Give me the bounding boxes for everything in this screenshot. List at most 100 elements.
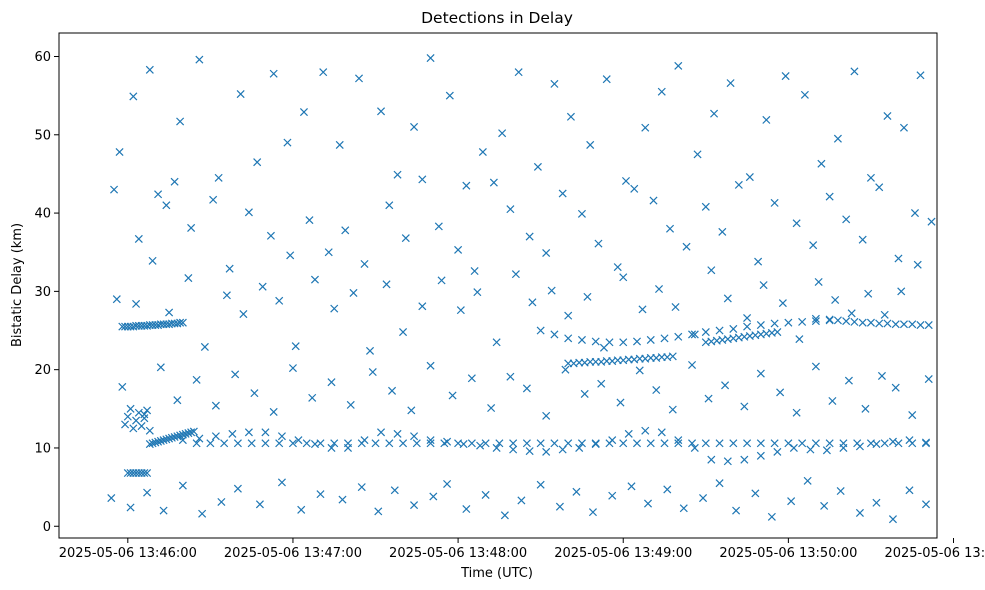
data-point-marker (487, 404, 496, 413)
data-point-marker (784, 318, 793, 327)
data-point-marker (506, 372, 515, 381)
data-point-marker (192, 439, 201, 448)
data-point-marker (170, 177, 179, 186)
data-point-marker (558, 189, 567, 198)
data-point-marker (275, 439, 284, 448)
data-point-marker (547, 286, 556, 295)
data-point-marker (154, 437, 163, 446)
data-point-marker (399, 439, 408, 448)
data-point-marker (184, 429, 193, 438)
data-point-marker (921, 500, 931, 509)
data-point-marker (341, 226, 350, 235)
data-point-marker (277, 432, 286, 441)
data-point-marker (872, 440, 881, 449)
data-point-marker (233, 484, 242, 493)
data-point-marker (239, 310, 248, 319)
data-point-marker (132, 299, 141, 308)
data-point-marker (261, 439, 270, 448)
data-point-marker (134, 234, 143, 243)
data-point-marker (115, 147, 124, 157)
data-point-marker (156, 363, 165, 372)
data-point-marker (597, 379, 606, 388)
data-point-marker (187, 428, 196, 437)
data-point-marker (894, 439, 903, 448)
data-point-marker (564, 311, 573, 320)
data-point-marker (624, 429, 633, 438)
plot-area (58, 32, 938, 539)
data-point-marker (500, 511, 509, 520)
data-point-marker (652, 385, 661, 395)
data-point-marker (412, 439, 421, 448)
data-point-marker (690, 443, 699, 452)
data-point-marker (368, 367, 377, 377)
data-point-marker (630, 184, 639, 193)
data-point-marker (921, 438, 931, 447)
data-point-marker (792, 408, 801, 417)
data-point-marker (388, 386, 397, 395)
data-point-marker (619, 439, 628, 448)
y-axis-title: Bistatic Delay (km) (10, 223, 25, 347)
data-point-marker (511, 270, 520, 279)
data-point-marker (443, 479, 452, 489)
data-point-marker (825, 192, 834, 201)
data-point-marker (346, 400, 355, 409)
data-point-marker (525, 447, 534, 456)
y-tick-label: 50 (34, 128, 51, 143)
data-point-marker (616, 398, 625, 407)
data-point-marker (825, 439, 834, 448)
data-point-marker (148, 256, 157, 265)
y-tick-label: 60 (34, 50, 51, 65)
data-point-marker (533, 162, 542, 171)
data-point-marker (674, 61, 683, 70)
data-point-marker (528, 298, 537, 307)
data-point-marker (140, 410, 149, 419)
data-point-marker (211, 401, 220, 410)
data-point-marker (371, 439, 380, 448)
data-point-marker (770, 198, 779, 207)
data-point-marker (476, 441, 485, 450)
data-point-marker (855, 442, 864, 451)
data-point-marker (498, 129, 507, 138)
data-point-marker (514, 68, 523, 77)
data-point-marker (806, 445, 815, 454)
data-point-marker (668, 405, 677, 414)
data-point-marker (445, 91, 454, 100)
data-point-marker (159, 506, 168, 515)
data-point-marker (872, 498, 881, 507)
data-point-marker (509, 439, 518, 448)
x-tick-label: 2025-05-06 13:48:00 (389, 546, 527, 561)
data-point-marker (665, 224, 675, 233)
data-point-marker (754, 257, 763, 266)
data-point-marker (756, 369, 765, 378)
data-point-marker (454, 245, 463, 254)
data-point-marker (536, 480, 545, 489)
data-point-marker (495, 439, 504, 448)
data-point-marker (646, 439, 655, 448)
data-point-marker (162, 201, 171, 210)
markers-layer (107, 54, 936, 524)
data-point-marker (377, 428, 386, 437)
data-point-marker (723, 457, 732, 466)
data-point-marker (833, 134, 842, 143)
data-point-marker (836, 486, 845, 496)
data-point-marker (112, 295, 121, 304)
data-point-marker (740, 455, 749, 464)
data-point-marker (729, 439, 738, 448)
data-point-marker (583, 292, 592, 301)
data-point-marker (913, 260, 922, 269)
data-point-marker (770, 439, 779, 448)
data-point-marker (566, 112, 575, 121)
data-point-marker (481, 490, 490, 499)
data-point-marker (399, 328, 408, 337)
data-point-marker (198, 509, 207, 518)
data-point-marker (542, 447, 551, 456)
data-point-marker (704, 394, 713, 403)
data-point-marker (811, 317, 820, 326)
data-point-marker (743, 322, 752, 331)
data-point-marker (891, 383, 900, 392)
data-point-marker (236, 90, 245, 99)
data-point-marker (613, 263, 622, 272)
data-point-marker (434, 222, 443, 231)
data-point-marker (674, 439, 683, 448)
